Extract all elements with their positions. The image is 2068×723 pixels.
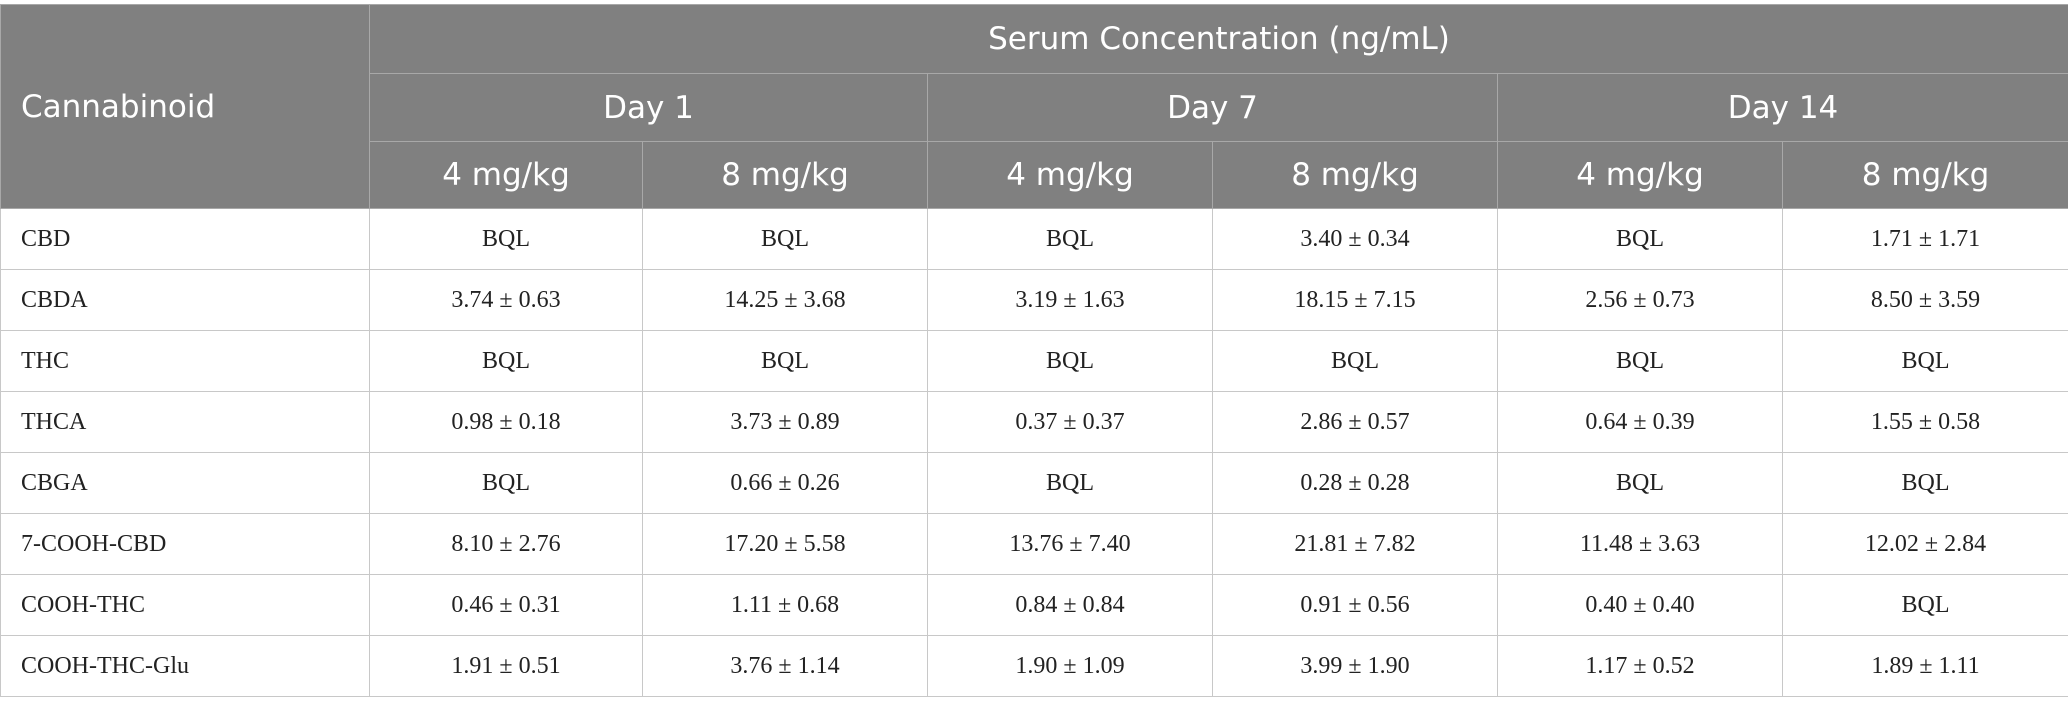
table-cell: 1.90 ± 1.09 [928,636,1213,697]
header-row: Cannabinoid Serum Concentration (ng/mL) [1,5,2068,74]
table-cell: 1.17 ± 0.52 [1498,636,1783,697]
table-cell: 1.89 ± 1.11 [1783,636,2068,697]
table-cell: 1.55 ± 0.58 [1783,392,2068,453]
table-cell: BQL [370,331,643,392]
table-cell: 12.02 ± 2.84 [1783,514,2068,575]
table-cell: BQL [1498,453,1783,514]
table-cell: 3.74 ± 0.63 [370,270,643,331]
table-cell: 0.40 ± 0.40 [1498,575,1783,636]
day-header: Day 14 [1498,74,2068,142]
table-cell: 14.25 ± 3.68 [643,270,928,331]
table-cell: 2.56 ± 0.73 [1498,270,1783,331]
table-cell: 3.76 ± 1.14 [643,636,928,697]
row-label: CBGA [1,453,370,514]
table-cell: 18.15 ± 7.15 [1213,270,1498,331]
table-cell: 1.91 ± 0.51 [370,636,643,697]
table-cell: 21.81 ± 7.82 [1213,514,1498,575]
row-label: THC [1,331,370,392]
table-cell: 0.46 ± 0.31 [370,575,643,636]
row-label: CBDA [1,270,370,331]
table-cell: 13.76 ± 7.40 [928,514,1213,575]
dose-header: 4 mg/kg [1498,142,1783,209]
dose-header: 4 mg/kg [928,142,1213,209]
table-cell: 0.28 ± 0.28 [1213,453,1498,514]
table-cell: 1.71 ± 1.71 [1783,209,2068,270]
column-header: Cannabinoid [1,5,370,209]
row-label: 7-COOH-CBD [1,514,370,575]
day-header: Day 1 [370,74,928,142]
table-cell: BQL [928,453,1213,514]
table-cell: 3.19 ± 1.63 [928,270,1213,331]
group-header: Serum Concentration (ng/mL) [370,5,2068,74]
row-label: COOH-THC [1,575,370,636]
page: {"header": {"first_column": "Cannabinoid… [0,4,2068,723]
table-cell: 1.11 ± 0.68 [643,575,928,636]
table-cell: 0.64 ± 0.39 [1498,392,1783,453]
table-cell: 0.37 ± 0.37 [928,392,1213,453]
table-cell: 3.73 ± 0.89 [643,392,928,453]
table-cell: BQL [370,453,643,514]
data-table: Cannabinoid Serum Concentration (ng/mL) … [0,4,2068,697]
table-cell: BQL [1783,331,2068,392]
table-cell: BQL [1783,453,2068,514]
table-cell: BQL [928,209,1213,270]
table-cell: 3.99 ± 1.90 [1213,636,1498,697]
table-cell: BQL [643,331,928,392]
table-cell: 0.66 ± 0.26 [643,453,928,514]
table-cell: 3.40 ± 0.34 [1213,209,1498,270]
table-cell: 17.20 ± 5.58 [643,514,928,575]
table-cell: BQL [643,209,928,270]
table-cell: BQL [1498,331,1783,392]
table-cell: BQL [928,331,1213,392]
dose-header: 4 mg/kg [370,142,643,209]
table-cell: 0.91 ± 0.56 [1213,575,1498,636]
row-label: CBD [1,209,370,270]
dose-header: 8 mg/kg [643,142,928,209]
table-cell: 2.86 ± 0.57 [1213,392,1498,453]
table-cell: BQL [1783,575,2068,636]
row-label: COOH-THC-Glu [1,636,370,697]
table-header: Cannabinoid Serum Concentration (ng/mL) … [1,5,2068,209]
day-header: Day 7 [928,74,1498,142]
table-cell: BQL [1498,209,1783,270]
dose-header: 8 mg/kg [1213,142,1498,209]
table-cell: 0.98 ± 0.18 [370,392,643,453]
table-cell: BQL [1213,331,1498,392]
table-cell: 0.84 ± 0.84 [928,575,1213,636]
table-cell: 8.10 ± 2.76 [370,514,643,575]
dose-header: 8 mg/kg [1783,142,2068,209]
table-cell: 11.48 ± 3.63 [1498,514,1783,575]
row-label: THCA [1,392,370,453]
table-cell: BQL [370,209,643,270]
table-cell: 8.50 ± 3.59 [1783,270,2068,331]
